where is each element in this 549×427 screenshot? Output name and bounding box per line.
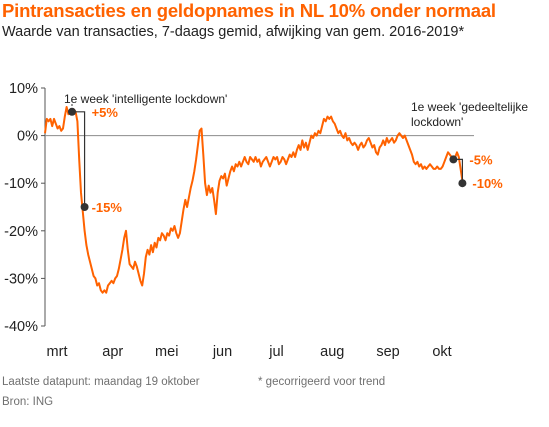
annotation-bracket xyxy=(71,111,86,207)
annotation-label: 1e week 'intelligente lockdown' xyxy=(64,92,227,106)
annotation-value: +5% xyxy=(92,105,119,120)
annotation-end-marker xyxy=(458,179,467,188)
y-tick-label: 10% xyxy=(9,81,38,97)
annotation-label-line: lockdown' xyxy=(411,115,463,129)
x-tick-label: mrt xyxy=(47,344,68,360)
chart-subtitle: Waarde van transacties, 7-daags gemid, a… xyxy=(2,24,465,40)
x-tick-label: jun xyxy=(212,344,232,360)
annotation-label-line: 1e week 'gedeeltelijke xyxy=(411,100,528,114)
annotation-end-marker xyxy=(80,203,89,211)
chart-title: Pintransacties en geldopnames in NL 10% … xyxy=(2,0,496,21)
y-tick-label: -40% xyxy=(4,319,38,335)
annotation-start-marker xyxy=(67,107,76,116)
x-tick-label: aug xyxy=(320,344,344,360)
x-tick-label: jul xyxy=(268,344,284,360)
footer-note: * gecorrigeerd voor trend xyxy=(258,376,386,388)
annotation-value: -15% xyxy=(92,200,123,215)
footer-source: Bron: ING xyxy=(2,396,54,408)
annotation-value: -5% xyxy=(469,152,493,167)
x-tick-label: okt xyxy=(432,344,451,360)
x-tick-label: apr xyxy=(102,344,123,360)
y-tick-label: 0% xyxy=(17,129,38,145)
y-tick-label: -10% xyxy=(4,176,38,192)
x-tick-label: mei xyxy=(155,344,178,360)
series-line xyxy=(44,106,464,294)
footer-last-datapoint: Laatste datapunt: maandag 19 oktober xyxy=(2,376,200,388)
x-tick-label: sep xyxy=(376,344,399,360)
annotation-start-marker xyxy=(449,155,458,164)
annotation-value: -10% xyxy=(472,176,503,191)
y-tick-label: -30% xyxy=(4,271,38,287)
y-tick-label: -20% xyxy=(4,224,38,240)
